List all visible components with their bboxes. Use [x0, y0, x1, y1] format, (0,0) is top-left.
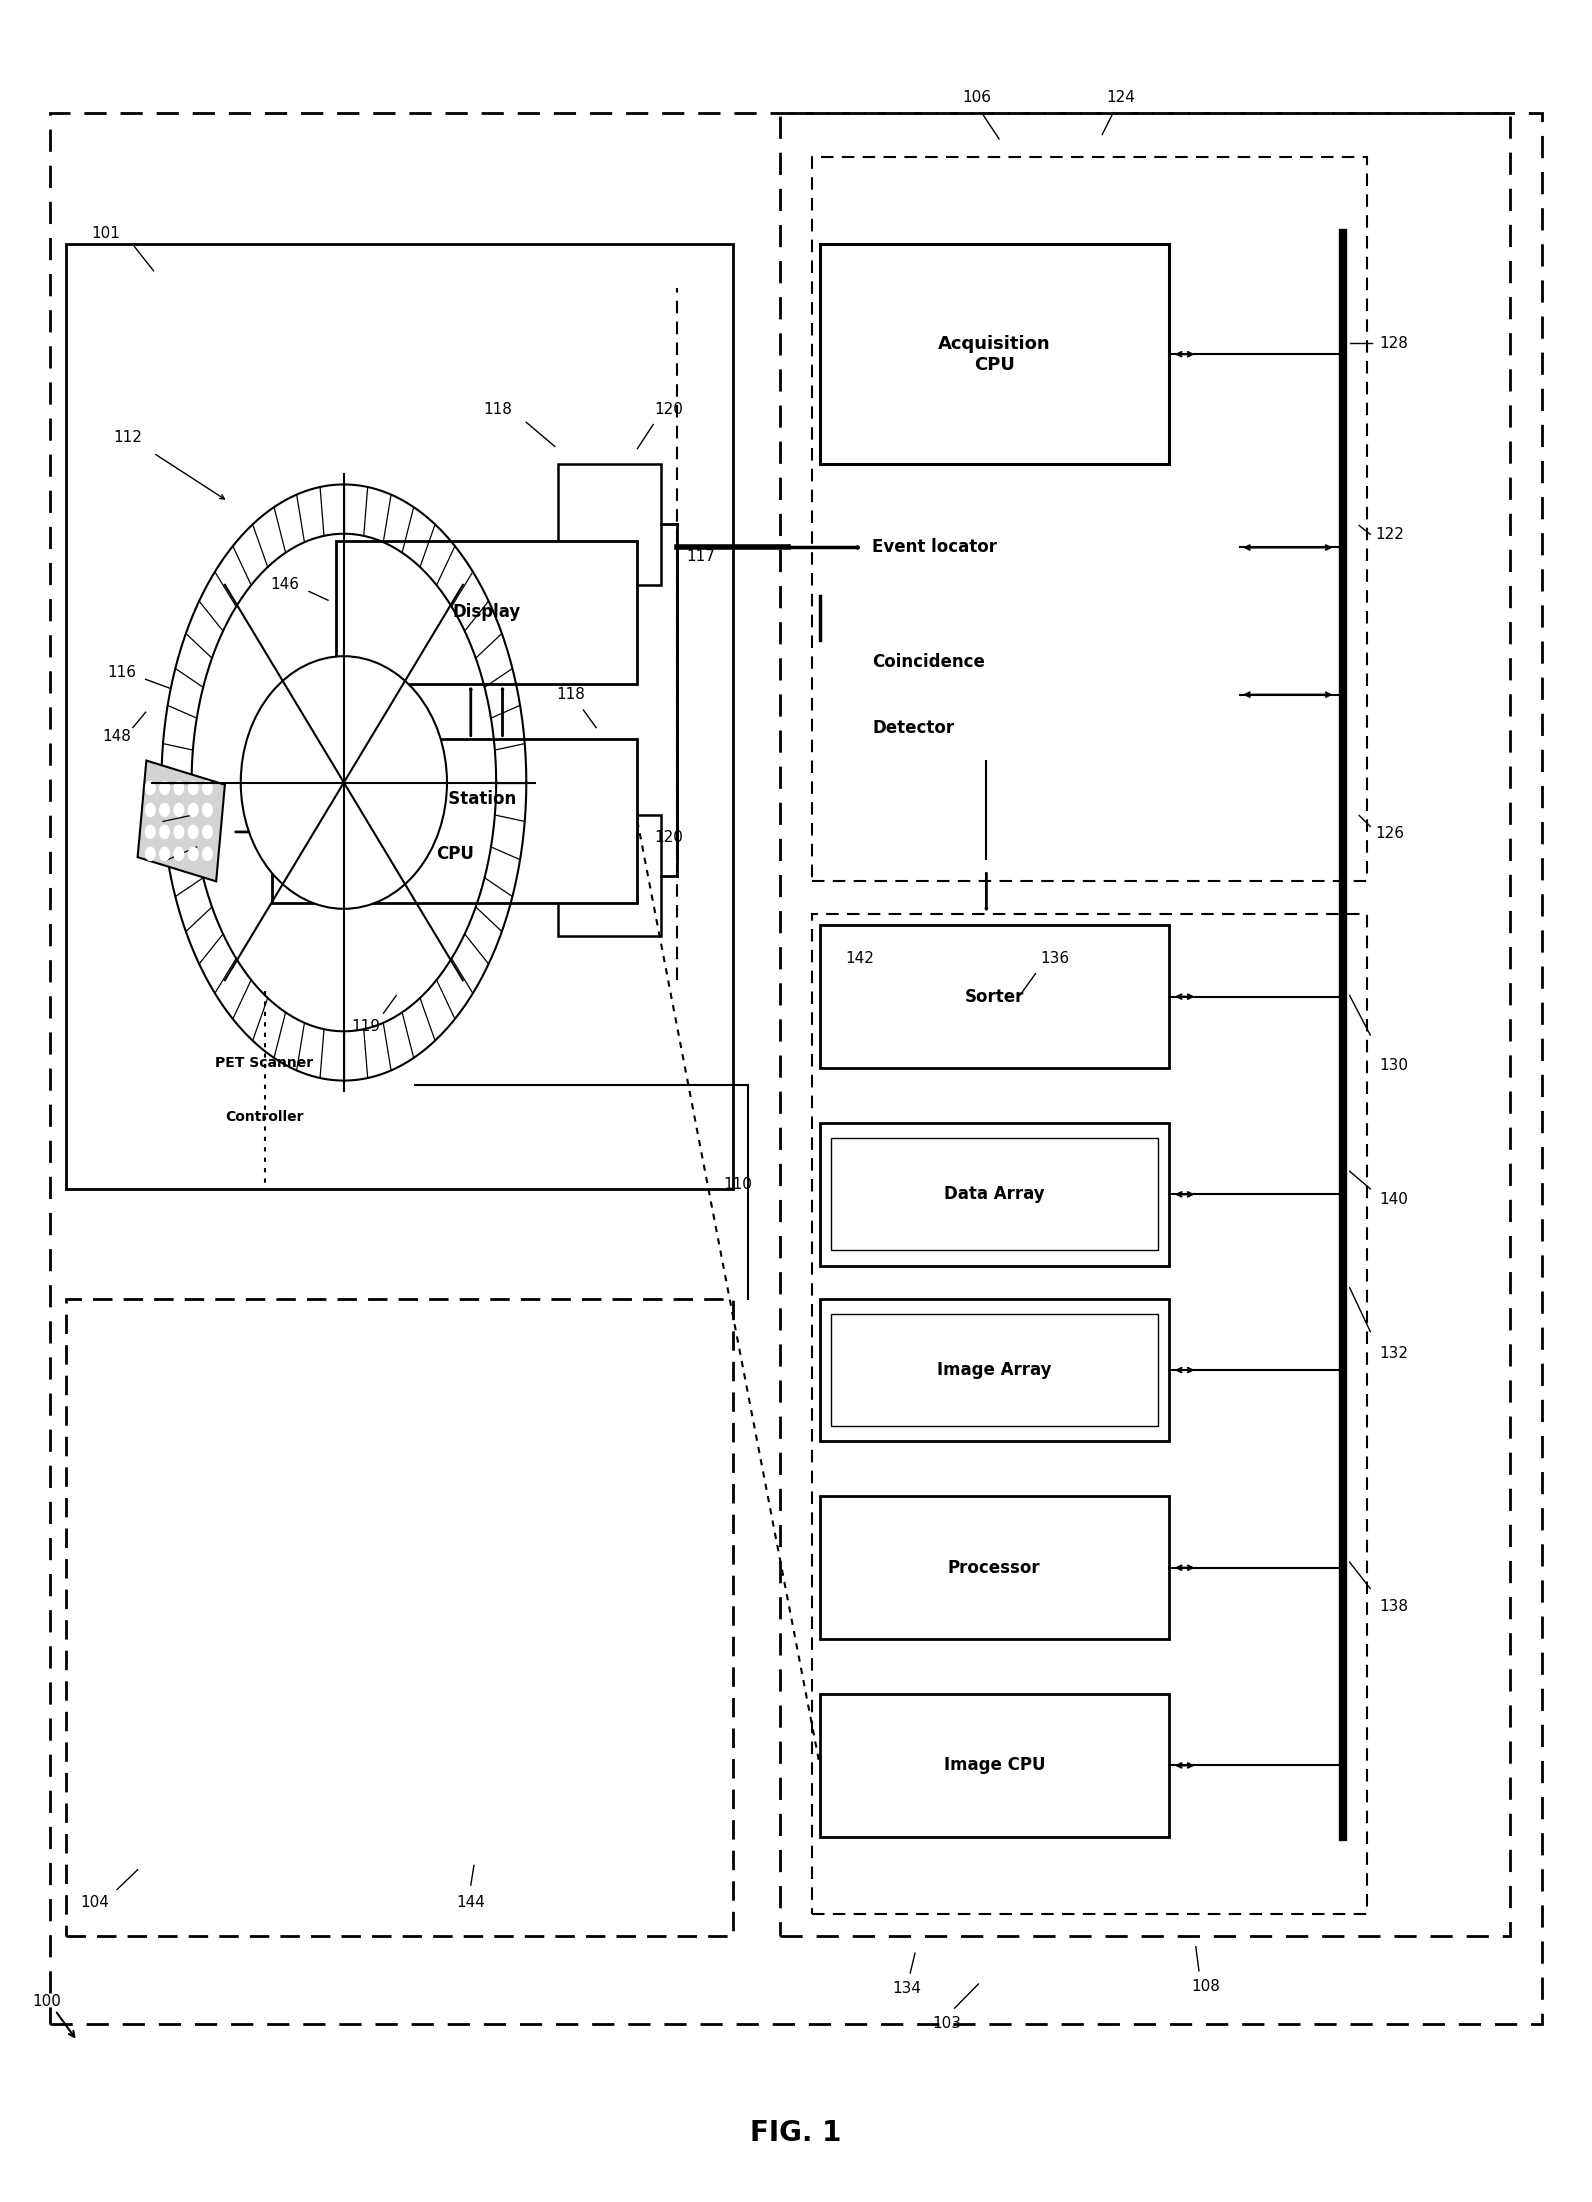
Text: 148: 148 [102, 729, 132, 744]
Circle shape [174, 804, 183, 817]
Circle shape [202, 782, 212, 795]
Text: Acquisition
CPU: Acquisition CPU [938, 335, 1051, 374]
Text: 103: 103 [933, 2017, 962, 2030]
Circle shape [145, 848, 154, 861]
Text: 108: 108 [1191, 1980, 1219, 1993]
Text: 119: 119 [352, 1020, 380, 1033]
Text: Display: Display [452, 603, 521, 621]
Circle shape [159, 804, 169, 817]
Text: 117: 117 [686, 548, 715, 564]
Circle shape [174, 782, 183, 795]
Text: 144: 144 [457, 1896, 486, 1909]
Circle shape [202, 848, 212, 861]
Text: Event locator: Event locator [872, 539, 997, 557]
Text: 132: 132 [1380, 1345, 1409, 1361]
Bar [820, 244, 1169, 465]
Text: 118: 118 [484, 401, 513, 416]
Text: 120: 120 [654, 830, 683, 846]
Text: Coincidence: Coincidence [872, 652, 985, 672]
Text: 128: 128 [1380, 335, 1409, 350]
Circle shape [174, 848, 183, 861]
Circle shape [188, 804, 197, 817]
Text: 101: 101 [91, 227, 121, 240]
Text: Data Array: Data Array [944, 1185, 1044, 1202]
Bar [559, 465, 661, 586]
Text: 116: 116 [107, 665, 137, 680]
Text: 124: 124 [1106, 90, 1135, 106]
Text: 142: 142 [845, 951, 874, 967]
Circle shape [202, 826, 212, 839]
Circle shape [174, 826, 183, 839]
Bar [67, 244, 732, 1189]
Bar [831, 1315, 1157, 1427]
Bar [812, 914, 1368, 1914]
Circle shape [145, 782, 154, 795]
Bar [820, 1693, 1169, 1836]
Text: CPU: CPU [436, 846, 474, 863]
Circle shape [145, 826, 154, 839]
Circle shape [188, 782, 197, 795]
Text: 118: 118 [556, 687, 586, 702]
Ellipse shape [240, 656, 447, 909]
Text: 106: 106 [962, 90, 992, 106]
Bar [115, 991, 416, 1178]
Bar [272, 738, 637, 903]
Text: Work Station: Work Station [393, 791, 516, 808]
Circle shape [188, 848, 197, 861]
Text: 140: 140 [1380, 1191, 1409, 1207]
Bar [336, 542, 637, 683]
Text: Controller: Controller [226, 1110, 304, 1125]
Text: PET Scanner: PET Scanner [215, 1055, 314, 1070]
Text: 122: 122 [1375, 526, 1404, 542]
Bar [820, 1497, 1169, 1638]
Text: Image Array: Image Array [938, 1361, 1052, 1378]
Text: 136: 136 [1040, 951, 1070, 967]
Text: Sorter: Sorter [965, 989, 1024, 1006]
Bar [780, 112, 1509, 1936]
Circle shape [145, 804, 154, 817]
Text: 126: 126 [1375, 826, 1404, 841]
Bar [820, 925, 1169, 1068]
Text: 120: 120 [654, 401, 683, 416]
Bar [51, 112, 1541, 2024]
Bar [820, 1123, 1169, 1266]
Text: 112: 112 [113, 429, 143, 445]
Text: 138: 138 [1380, 1599, 1409, 1614]
Text: 134: 134 [893, 1982, 922, 1995]
Circle shape [159, 782, 169, 795]
Text: 146: 146 [271, 577, 299, 592]
Polygon shape [137, 760, 224, 881]
Text: Image CPU: Image CPU [944, 1757, 1044, 1775]
Circle shape [159, 848, 169, 861]
Text: 114: 114 [322, 819, 350, 835]
Circle shape [188, 826, 197, 839]
Bar [812, 156, 1368, 881]
Text: Processor: Processor [947, 1559, 1041, 1577]
Text: 110: 110 [723, 1176, 751, 1191]
Circle shape [159, 826, 169, 839]
Bar [559, 815, 661, 936]
Text: 100: 100 [33, 1995, 62, 2008]
Text: Detector: Detector [872, 718, 954, 738]
Text: 104: 104 [80, 1896, 110, 1909]
Bar [831, 1138, 1157, 1251]
Bar [67, 1299, 732, 1936]
Circle shape [202, 804, 212, 817]
Text: 130: 130 [1380, 1059, 1409, 1072]
Bar [820, 1299, 1169, 1442]
Text: FIG. 1: FIG. 1 [750, 2118, 842, 2147]
